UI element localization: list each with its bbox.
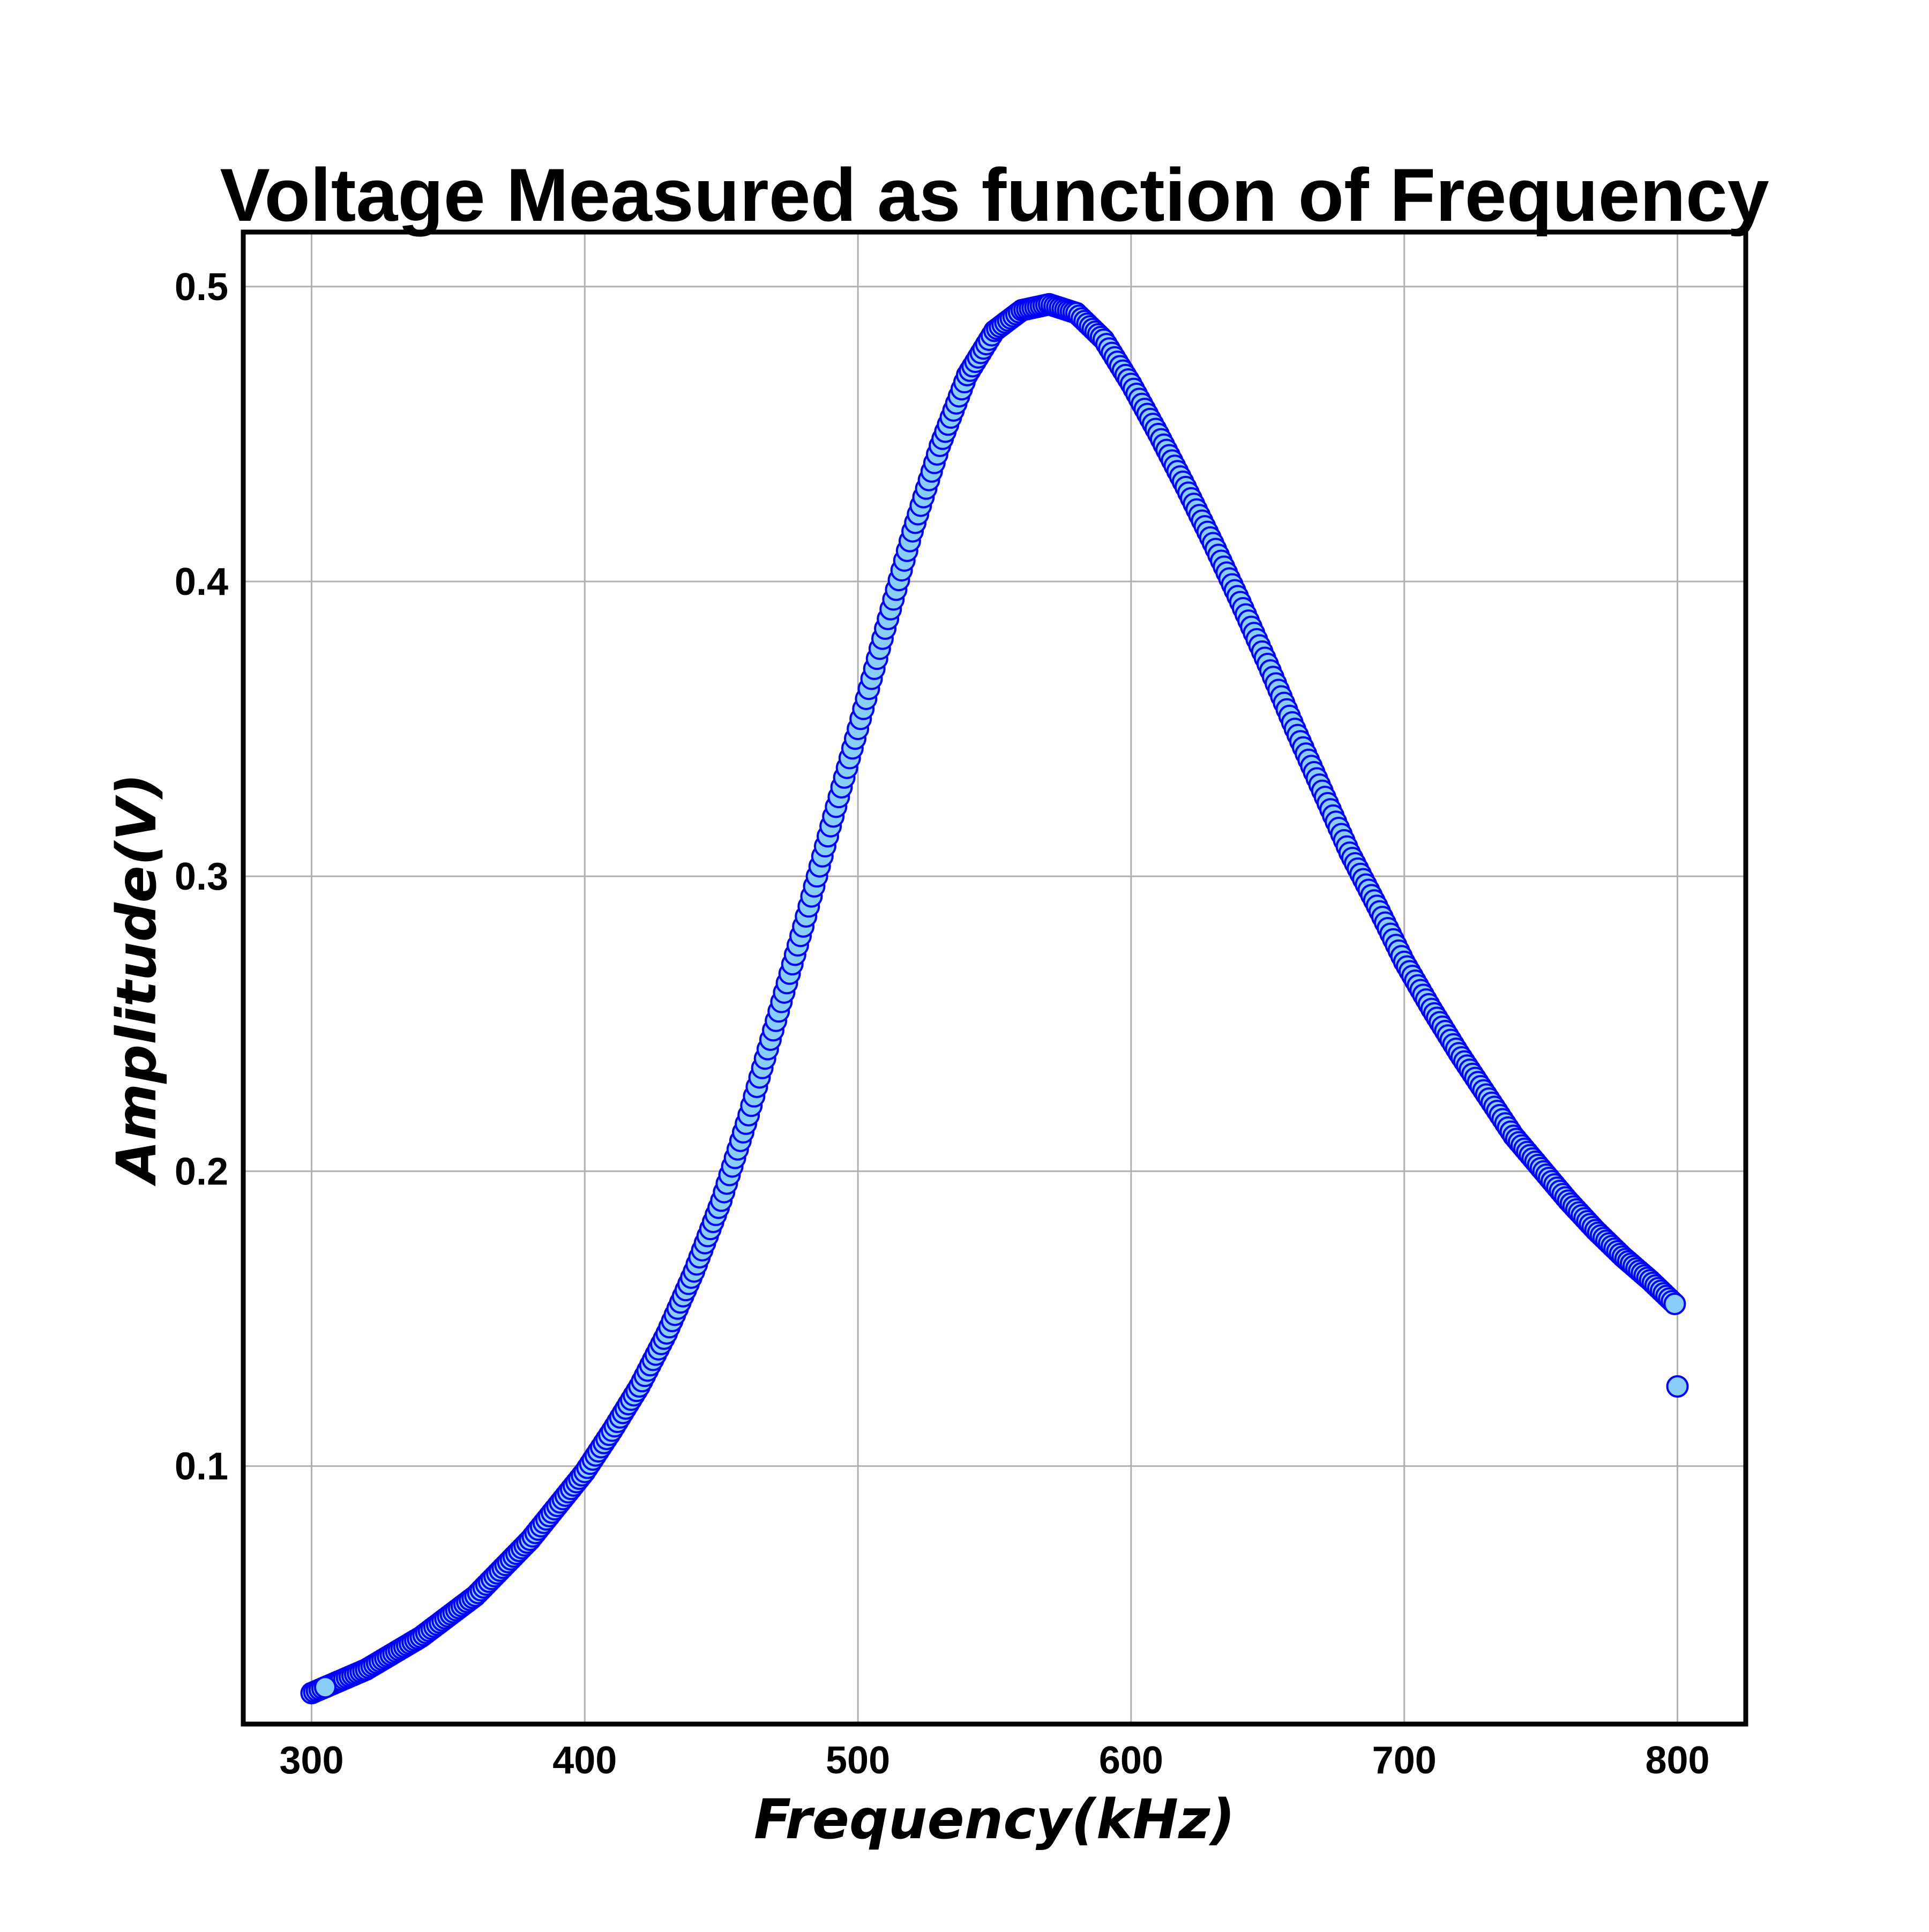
y-tick-label: 0.1 bbox=[175, 1445, 228, 1488]
y-tick-label: 0.3 bbox=[175, 855, 228, 898]
grid bbox=[243, 232, 1746, 1724]
y-tick-label: 0.4 bbox=[175, 561, 228, 603]
data-points bbox=[300, 293, 1689, 1705]
x-tick-label: 300 bbox=[279, 1739, 343, 1782]
y-tick-label: 0.2 bbox=[175, 1150, 228, 1193]
y-axis-label: Amplitude(V) bbox=[105, 773, 169, 1187]
x-tick-label: 800 bbox=[1645, 1739, 1709, 1782]
x-tick-label: 500 bbox=[826, 1739, 890, 1782]
x-tick-label: 700 bbox=[1372, 1739, 1437, 1782]
data-point bbox=[1666, 1375, 1689, 1398]
data-point bbox=[313, 1676, 337, 1699]
x-axis-label: Frequency(kHz) bbox=[754, 1788, 1235, 1852]
plot-frame bbox=[241, 229, 1748, 1727]
x-tick-label: 400 bbox=[552, 1739, 617, 1782]
x-tick-label: 600 bbox=[1099, 1739, 1163, 1782]
chart-title: Voltage Measured as function of Frequenc… bbox=[220, 153, 1769, 237]
y-tick-label: 0.5 bbox=[175, 266, 228, 309]
y-axis-ticks: 0.1 0.2 0.3 0.4 0.5 bbox=[175, 266, 228, 1488]
data-point bbox=[1663, 1292, 1686, 1315]
x-axis-ticks: 300 400 500 600 700 800 bbox=[279, 1739, 1709, 1782]
